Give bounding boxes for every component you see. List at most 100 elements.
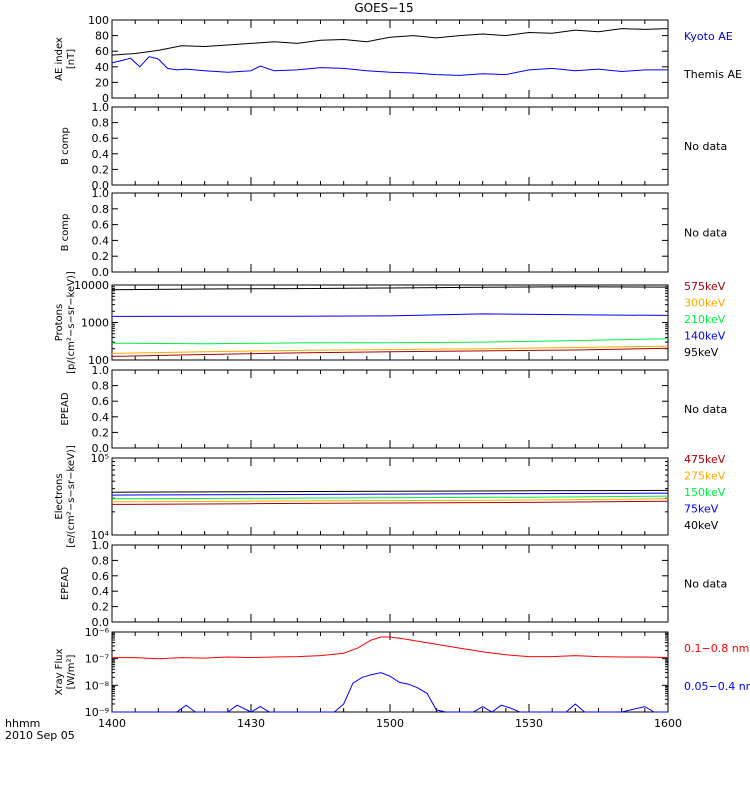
y-tick-label: 0 (102, 92, 109, 105)
legend-entry: Kyoto AE (684, 30, 733, 43)
y-tick-label: 1.0 (92, 187, 110, 200)
y-tick-label: 100 (88, 14, 109, 27)
legend-entry: 475keV (684, 453, 726, 466)
no-data-label: No data (684, 403, 727, 416)
legend-entry: 95keV (684, 346, 719, 359)
panel-5: 0.0 0.2 0.4 0.6 0.8 1.0 EPEAD No data (60, 364, 727, 455)
x-tick-label: 1400 (98, 717, 126, 730)
y-tick-label: 0.2 (92, 250, 110, 263)
panel-4: 100 1000 10000 Protons [p/(cm²−s−sr−keV)] 575… (54, 271, 726, 374)
y-axis-label: EPEAD (60, 392, 71, 426)
plot-frame (111, 631, 669, 713)
y-axis-label: [W/m²] (66, 654, 77, 689)
plot-frame (111, 106, 669, 186)
panels: 0 20 40 60 80 100 AE index [nT] Kyoto AE Themis A… (54, 14, 750, 730)
plot-frame (111, 544, 669, 623)
series-line-2 (112, 672, 668, 713)
x-tick-label: 1430 (237, 717, 265, 730)
y-tick-label: 0.6 (92, 570, 110, 583)
y-axis-label: B comp (60, 127, 71, 165)
y-tick-label: 0.8 (92, 554, 110, 567)
no-data-label: No data (684, 140, 727, 153)
legend-entry: 300keV (684, 297, 726, 310)
series-line-1 (111, 489, 669, 493)
plot-frame (111, 192, 669, 273)
y-axis-label: Xray Flux (54, 648, 65, 695)
y-tick-label: 1.0 (92, 101, 110, 114)
legend-entry: Themis AE (683, 68, 742, 81)
legend-entry: 575keV (684, 280, 726, 293)
y-axis-label: Electrons (54, 473, 65, 519)
x-tick-label: 1500 (376, 717, 404, 730)
y-tick-label: 0.4 (92, 148, 110, 161)
series-line-2 (111, 492, 669, 496)
series-line-3 (111, 338, 669, 345)
y-tick-label: 10⁻⁹ (85, 706, 109, 719)
y-axis-label: Protons (54, 304, 65, 341)
series-line-5 (111, 347, 669, 357)
plot-frame (111, 369, 669, 449)
y-tick-label: 0.2 (92, 426, 110, 439)
legend-entry: 210keV (684, 313, 726, 326)
y-tick-label: 10⁻⁷ (85, 653, 109, 666)
y-tick-label: 60 (95, 45, 109, 58)
y-tick-label: 40 (95, 61, 109, 74)
date-label: 2010 Sep 05 (5, 729, 75, 742)
y-tick-label: 0.0 (92, 266, 110, 279)
panel-7: 0.0 0.2 0.4 0.6 0.8 1.0 EPEAD No data (60, 539, 727, 629)
y-axis-label: [nT] (66, 49, 77, 69)
y-tick-label: 10000 (74, 279, 109, 292)
series-line-4 (111, 345, 669, 354)
y-tick-label: 0.4 (92, 411, 110, 424)
no-data-label: No data (684, 227, 727, 240)
y-tick-label: 0.2 (92, 163, 110, 176)
series-line-4 (111, 498, 669, 503)
y-tick-label: 100 (88, 354, 109, 367)
series-line-1 (111, 28, 669, 56)
series-line-1 (112, 636, 669, 660)
y-tick-label: 10⁵ (91, 452, 109, 465)
legend-entry: 140keV (684, 330, 726, 343)
plot-frame (111, 19, 669, 99)
series-line-5 (111, 500, 669, 505)
panel-1: 0 20 40 60 80 100 AE index [nT] Kyoto AE Themis A… (54, 14, 742, 105)
y-axis-label: [e/(cm²−s−sr−keV)] (66, 445, 77, 548)
x-tick-label: 1530 (515, 717, 543, 730)
y-axis-label: [p/(cm²−s−sr−keV)] (66, 271, 77, 374)
y-tick-label: 1000 (81, 317, 109, 330)
y-tick-label: 0.0 (92, 442, 110, 455)
plot-frame (111, 284, 669, 361)
y-axis-label: B comp (60, 214, 71, 252)
y-tick-label: 1.0 (92, 364, 110, 377)
y-tick-label: 0.6 (92, 219, 110, 232)
y-tick-label: 80 (95, 30, 109, 43)
y-tick-label: 0.4 (92, 585, 110, 598)
y-tick-label: 1.0 (92, 539, 110, 552)
legend-entry: 150keV (684, 486, 726, 499)
series-line-3 (111, 495, 669, 500)
y-tick-label: 0.0 (92, 616, 110, 629)
y-tick-label: 0.4 (92, 234, 110, 247)
time-format-label: hhmm (5, 717, 40, 730)
x-tick-label: 1600 (654, 717, 682, 730)
panel-6: 10⁴ 10⁵ Electrons [e/(cm²−s−sr−keV)] 475keV 2… (54, 445, 726, 548)
y-tick-label: 0.8 (92, 117, 110, 130)
panel-3: 0.0 0.2 0.4 0.6 0.8 1.0 B comp No data (60, 187, 727, 279)
y-tick-label: 0.2 (92, 601, 110, 614)
y-tick-label: 10⁻⁶ (85, 626, 110, 639)
y-tick-label: 10⁻⁸ (85, 679, 110, 692)
legend-entry: 40keV (684, 519, 719, 532)
series-line-2 (111, 313, 669, 317)
legend-entry: 275keV (684, 470, 726, 483)
legend-entry: 0.1−0.8 nm (684, 642, 749, 655)
legend-entry: 75keV (684, 503, 719, 516)
y-axis-label: AE index (54, 37, 65, 81)
panel-2: 0.0 0.2 0.4 0.6 0.8 1.0 B comp No data (60, 101, 727, 192)
y-tick-label: 0.6 (92, 132, 110, 145)
series-line-1 (111, 286, 669, 291)
y-axis-label: EPEAD (60, 567, 71, 601)
y-tick-label: 10⁴ (91, 529, 110, 542)
no-data-label: No data (684, 578, 727, 591)
figure-title: GOES−15 (354, 1, 413, 15)
